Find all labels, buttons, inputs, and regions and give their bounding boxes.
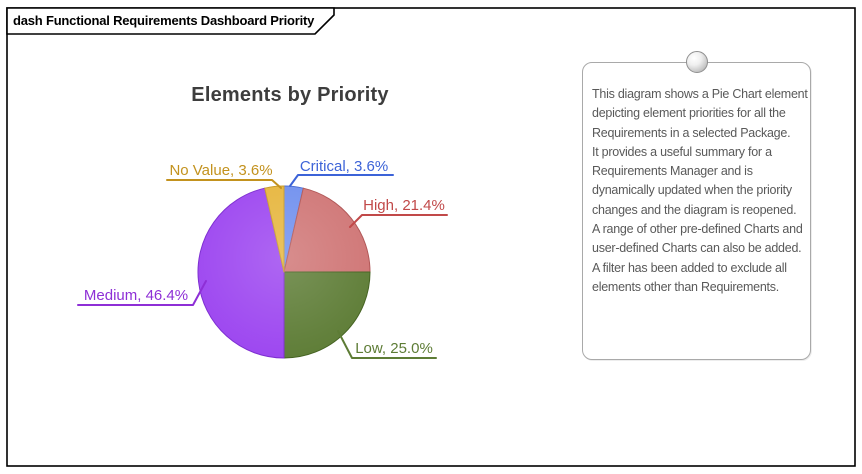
note-text: This diagram shows a Pie Chart element de… bbox=[583, 63, 810, 297]
note-pin-sphere-icon bbox=[685, 51, 708, 73]
slice-label-critical: Critical, 3.6% bbox=[300, 158, 388, 175]
slice-label-no-value: No Value, 3.6% bbox=[169, 162, 272, 179]
note-line: This diagram shows a Pie Chart element bbox=[592, 87, 808, 101]
leader-line-critical bbox=[289, 174, 394, 187]
chart-title: Elements by Priority bbox=[191, 84, 389, 106]
note-line: depicting element priorities for all the bbox=[592, 106, 786, 121]
slice-label-high: High, 21.4% bbox=[363, 197, 445, 214]
leader-line-low bbox=[337, 330, 437, 359]
slice-label-medium: Medium, 46.4% bbox=[84, 287, 188, 304]
leader-line-high bbox=[349, 214, 448, 228]
note-line: It provides a useful summary for a bbox=[592, 144, 772, 159]
note-line: dynamically updated when the priority bbox=[592, 183, 792, 198]
note-line: A range of other pre-defined Charts and bbox=[592, 222, 803, 237]
pie-slices-group bbox=[197, 185, 371, 359]
note-line: Requirements in a selected Package. bbox=[592, 125, 791, 140]
note-line: elements other than Requirements. bbox=[592, 279, 779, 294]
diagram-frame bbox=[6, 7, 856, 467]
note-line: changes and the diagram is reopened. bbox=[592, 202, 797, 217]
slice-label-low: Low, 25.0% bbox=[355, 340, 433, 357]
leader-line-no-value bbox=[166, 179, 282, 189]
pie-labels-group: Critical, 3.6% High, 21.4% Low, 25.0% Mediu… bbox=[77, 158, 448, 359]
leader-line-medium bbox=[77, 280, 207, 306]
note-line: Requirements Manager and is bbox=[592, 164, 753, 179]
diagram-tab bbox=[6, 7, 335, 35]
note-line: user-defined Charts can also be added. bbox=[592, 241, 802, 256]
note-card[interactable]: This diagram shows a Pie Chart element de… bbox=[582, 51, 811, 360]
diagram-tab-title: dash Functional Requirements Dashboard P… bbox=[13, 13, 315, 28]
note-line: A filter has been added to exclude all bbox=[592, 260, 787, 275]
